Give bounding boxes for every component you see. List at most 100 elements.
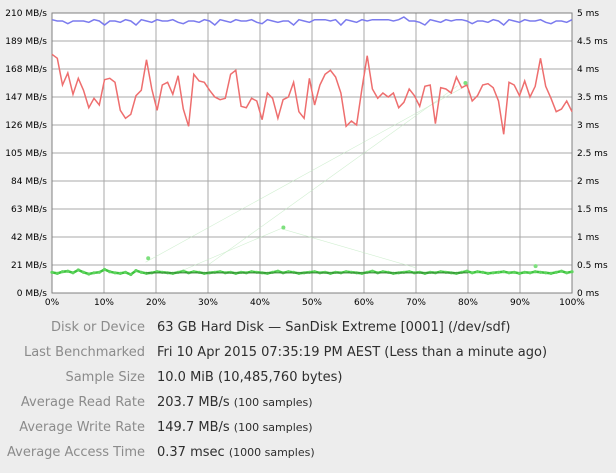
access-time-point [491, 271, 495, 275]
y-left-tick-label: 210 MB/s [5, 9, 47, 19]
access-time-point [544, 271, 548, 275]
y-left-tick-label: 84 MB/s [11, 177, 47, 187]
access-time-point [517, 271, 522, 275]
x-tick-label: 70% [406, 298, 426, 308]
access-time-point [134, 269, 138, 273]
x-tick-label: 20% [146, 298, 166, 308]
benchmark-chart-svg: 0% 10% 20% 30% 40% 50% 60% 70% 80% 90% 100% 0 MB/s 0… [5, 9, 608, 308]
y-right-tick-label: 1 ms [577, 233, 599, 243]
access-time-point [50, 270, 54, 274]
x-tick-label: 0% [45, 298, 60, 308]
access-trail-line [207, 85, 458, 266]
last-benchmarked-label: Last Benchmarked [23, 345, 145, 360]
access-time-point [66, 269, 70, 273]
access-time-point [528, 271, 532, 275]
x-tick-label: 40% [250, 298, 270, 308]
benchmark-chart: 0% 10% 20% 30% 40% 50% 60% 70% 80% 90% 100% 0 MB/s 0… [5, 9, 608, 308]
access-time-point [502, 270, 506, 274]
x-tick-label: 50% [302, 298, 322, 308]
access-time-point [475, 270, 480, 274]
y-right-tick-label: 2.5 ms [577, 149, 608, 159]
device-row: Disk or Device 63 GB Hard Disk — SanDisk… [0, 316, 616, 341]
write-rate-row: Average Write Rate 149.7 MB/s (100 sampl… [0, 416, 616, 441]
access-time-point [97, 270, 101, 274]
access-outlier-point [533, 264, 538, 269]
access-time-row: Average Access Time 0.37 msec (1000 samp… [0, 441, 616, 466]
access-time-point [55, 271, 59, 275]
access-time-point [512, 270, 516, 274]
access-time-point [87, 272, 91, 276]
y-left-tick-label: 63 MB/s [11, 205, 47, 215]
sample-size-value: 10.0 MiB (10,485,760 bytes) [157, 370, 343, 385]
x-tick-label: 10% [94, 298, 114, 308]
access-time-point [276, 269, 280, 273]
access-trail-line [145, 84, 469, 263]
write-rate-value: 149.7 MB/s [157, 420, 230, 435]
last-benchmarked-row: Last Benchmarked Fri 10 Apr 2015 07:35:1… [0, 341, 616, 366]
access-time-point [113, 271, 117, 275]
access-time-point [370, 269, 374, 273]
access-time-point [496, 270, 501, 274]
access-time-point [507, 271, 511, 275]
access-time-line [51, 268, 573, 276]
y-left-tick-label: 42 MB/s [11, 233, 47, 243]
access-time-point [123, 270, 128, 274]
access-time-label: Average Access Time [7, 445, 145, 460]
access-outlier-point [146, 256, 151, 261]
x-tick-label: 30% [198, 298, 218, 308]
read-rate-label: Average Read Rate [20, 395, 145, 410]
access-outlier-point [463, 81, 468, 85]
access-time-point [465, 269, 469, 273]
y-right-tick-label: 2 ms [577, 177, 599, 187]
access-time-point [108, 270, 112, 274]
read-rate-line [51, 16, 573, 27]
y-right-tick-label: 0 ms [577, 289, 599, 299]
access-time-point [486, 271, 490, 275]
y-right-tick-label: 3.5 ms [577, 93, 608, 103]
y-right-tick-label: 4 ms [577, 65, 599, 75]
access-time-point [549, 271, 553, 275]
access-time-point [139, 270, 143, 274]
x-tick-label: 100% [559, 298, 585, 308]
plot-border [51, 12, 573, 294]
y-left-tick-label: 105 MB/s [5, 149, 47, 159]
write-rate-line [51, 53, 573, 135]
read-rate-note: (100 samples) [233, 396, 313, 409]
access-time-note: (1000 samples) [228, 446, 315, 459]
read-rate-row: Average Read Rate 203.7 MB/s (100 sample… [0, 391, 616, 416]
access-time-point [523, 270, 527, 274]
access-time-point [470, 271, 474, 275]
access-time-value: 0.37 msec [157, 445, 225, 460]
y-left-tick-label: 126 MB/s [5, 121, 47, 131]
access-trail-line [280, 228, 417, 269]
read-rate-value: 203.7 MB/s [157, 395, 230, 410]
y-right-tick-label: 4.5 ms [577, 37, 608, 47]
x-tick-label: 90% [510, 298, 530, 308]
write-rate-label: Average Write Rate [19, 420, 145, 435]
device-label: Disk or Device [51, 320, 145, 335]
last-benchmarked-value: Fri 10 Apr 2015 07:35:19 PM AEST (Less t… [157, 345, 548, 360]
benchmark-details: Disk or Device 63 GB Hard Disk — SanDisk… [0, 316, 616, 466]
access-time-point [565, 271, 569, 275]
sample-size-row: Sample Size 10.0 MiB (10,485,760 bytes) [0, 366, 616, 391]
access-time-point [60, 270, 65, 274]
sample-size-label: Sample Size [65, 370, 145, 385]
y-left-tick-label: 0 MB/s [17, 289, 48, 299]
access-time-point [181, 269, 185, 273]
access-time-point [559, 269, 564, 273]
access-time-point [71, 271, 75, 275]
x-tick-label: 60% [354, 298, 374, 308]
access-time-point [538, 270, 543, 274]
y-left-tick-label: 189 MB/s [5, 37, 47, 47]
access-time-point [481, 270, 485, 274]
read-rate-value-group: 203.7 MB/s (100 samples) [157, 395, 313, 410]
y-right-tick-label: 1.5 ms [577, 205, 608, 215]
access-time-point [76, 268, 80, 272]
access-time-point [81, 270, 86, 274]
y-right-tick-label: 5 ms [577, 9, 599, 19]
x-tick-label: 80% [458, 298, 478, 308]
access-time-value-group: 0.37 msec (1000 samples) [157, 445, 315, 460]
access-time-point [533, 270, 537, 274]
y-right-tick-label: 3 ms [577, 121, 599, 131]
access-time-point [92, 271, 96, 275]
